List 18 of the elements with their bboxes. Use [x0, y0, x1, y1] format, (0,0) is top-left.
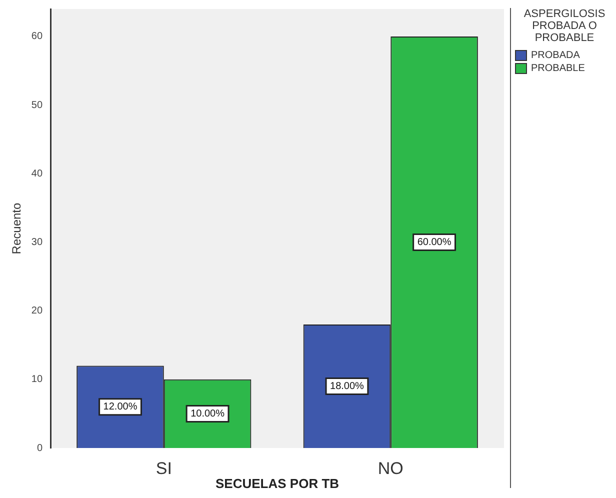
y-tick-label: 10: [31, 374, 43, 386]
data-label: 60.00%: [417, 236, 452, 248]
data-label: 18.00%: [330, 381, 364, 392]
x-tick-label: SI: [156, 458, 172, 478]
data-label: 10.00%: [190, 408, 225, 420]
y-tick-label: 0: [36, 442, 43, 454]
x-tick-label: NO: [378, 458, 404, 478]
data-label: 12.00%: [103, 402, 138, 413]
x-axis-title: SECUELAS POR TB: [216, 476, 340, 491]
y-axis-title: Recuento: [10, 202, 24, 254]
legend-label: PROBABLE: [531, 63, 585, 74]
y-tick-label: 60: [31, 31, 43, 42]
y-tick-label: 50: [31, 100, 43, 111]
y-tick-label: 30: [31, 236, 43, 248]
y-tick-label: 40: [31, 168, 43, 180]
legend-title: ASPERGILOSIS PROBADA O PROBABLE: [522, 8, 606, 44]
y-tick-label: 20: [31, 306, 43, 317]
legend-label: PROBADA: [531, 50, 580, 61]
